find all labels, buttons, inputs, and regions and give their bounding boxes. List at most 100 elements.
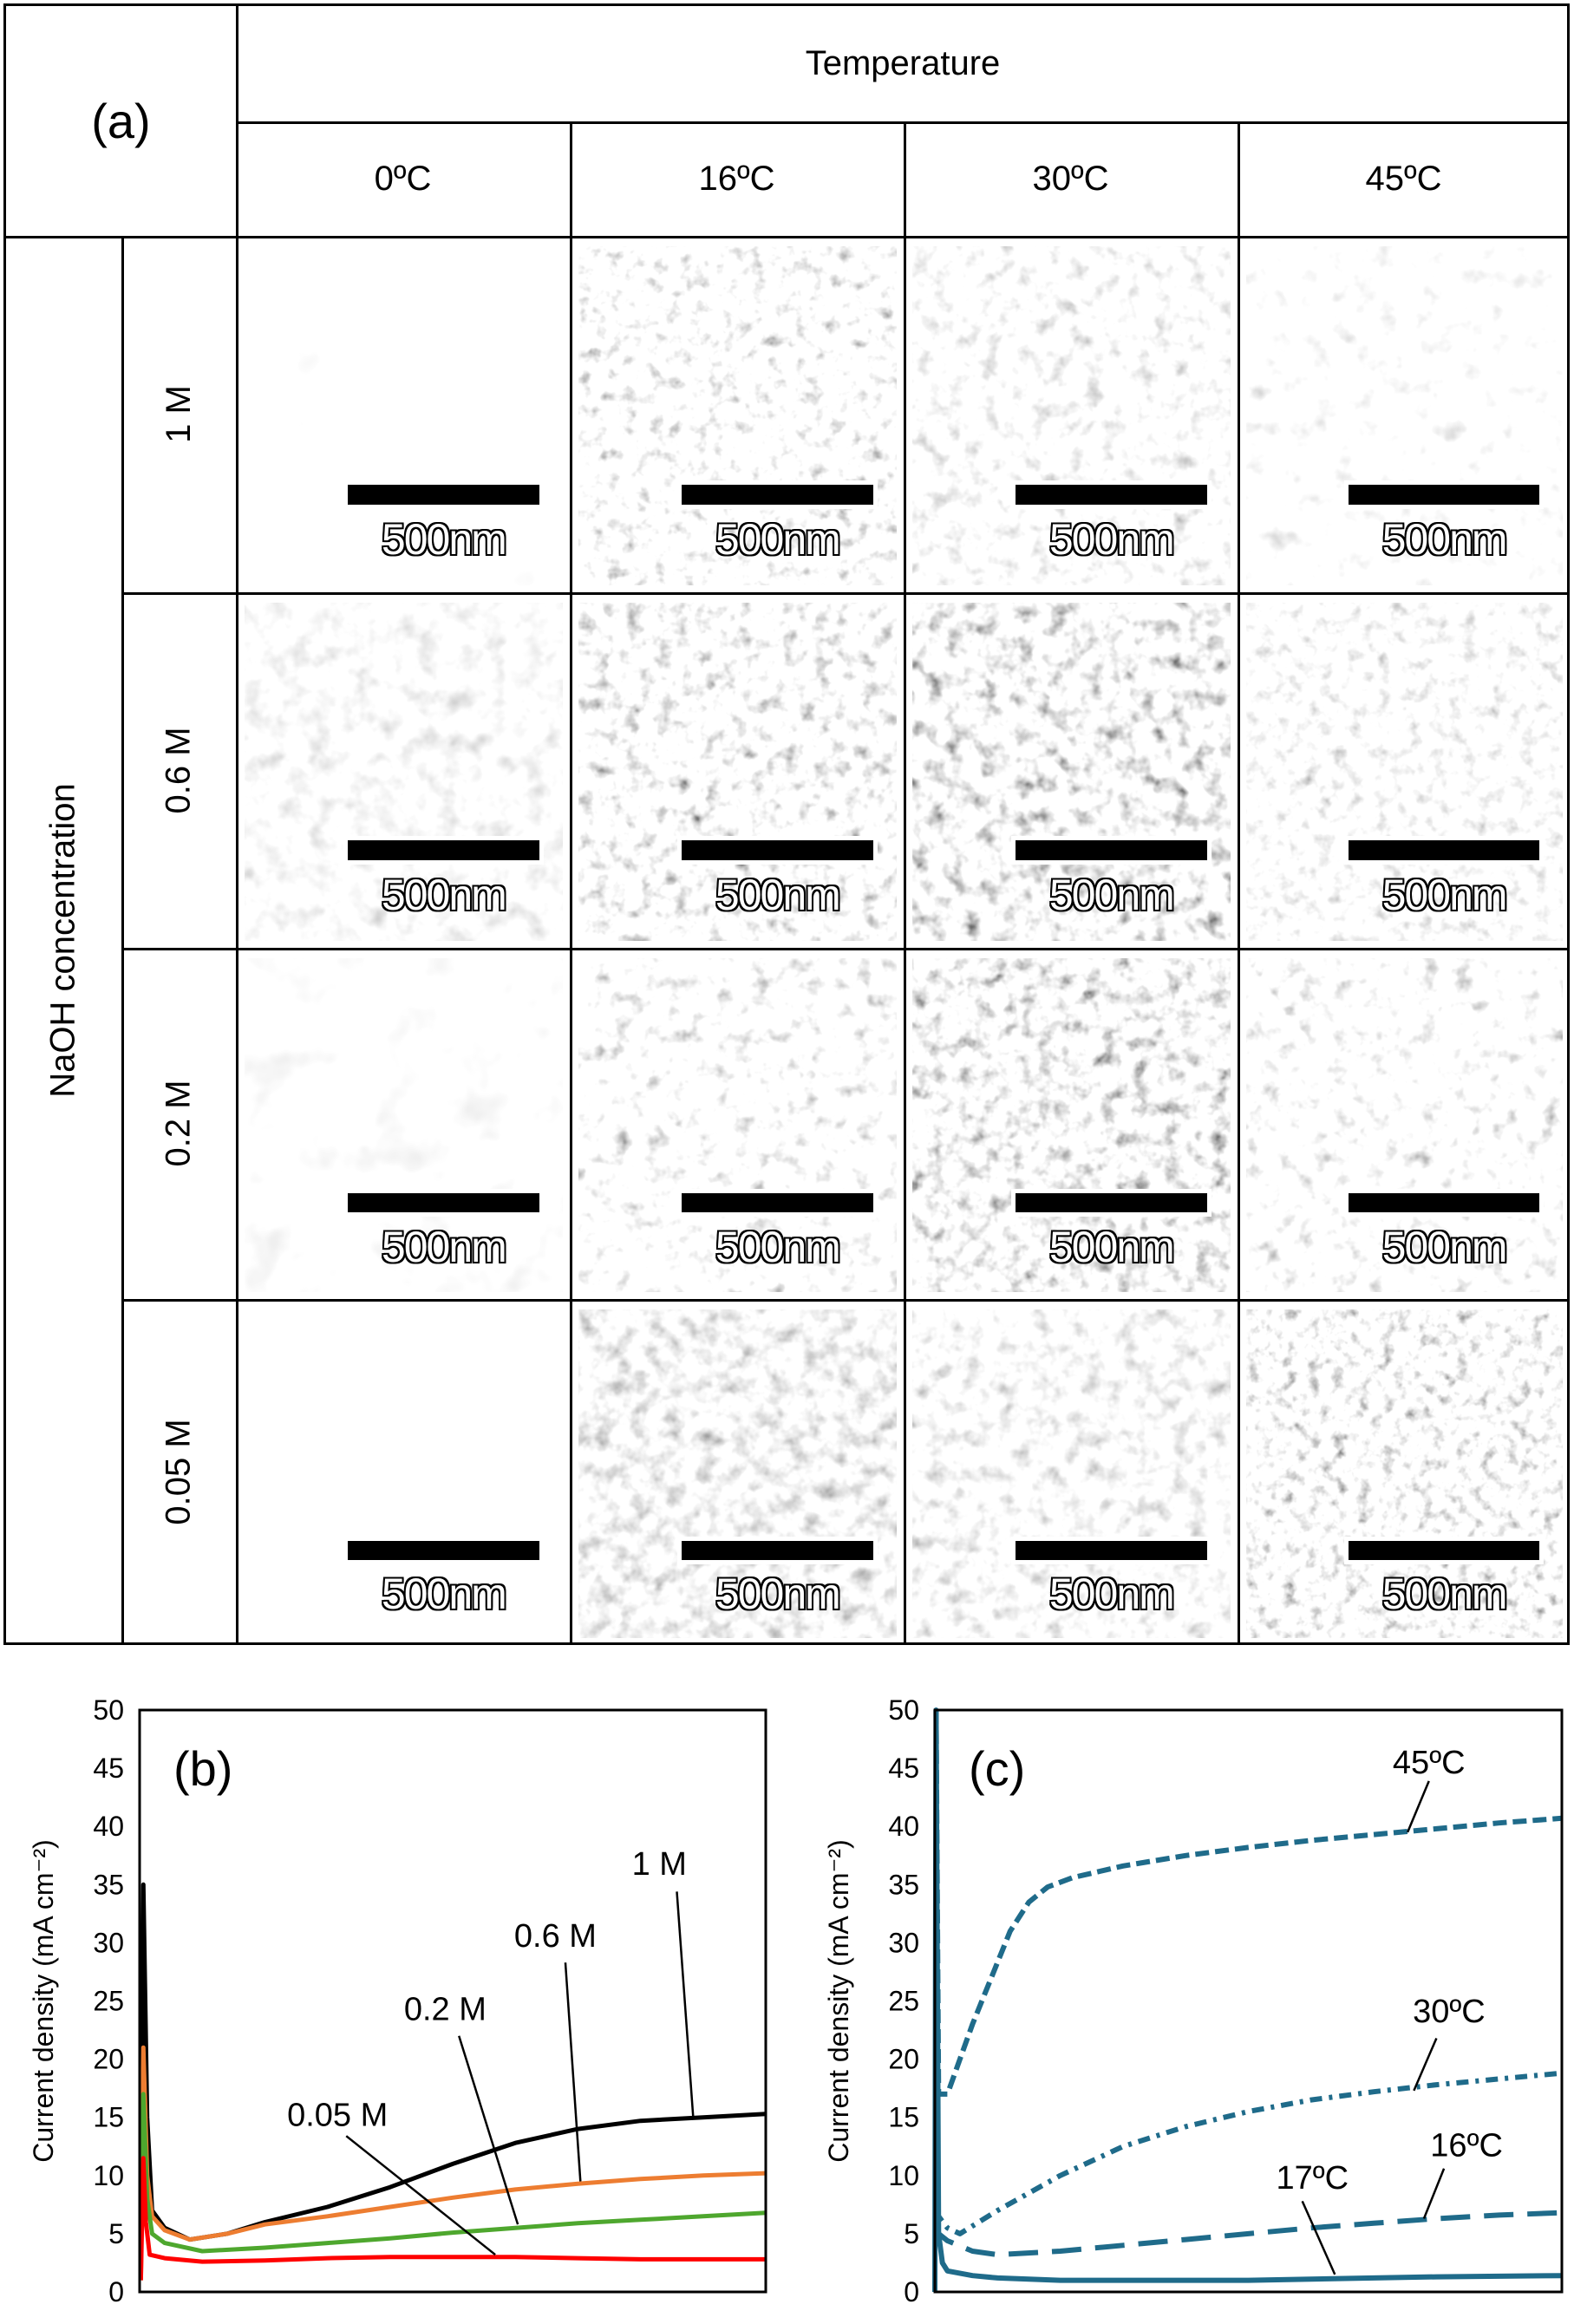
y-tick-label: 45: [888, 1753, 919, 1784]
y-axis-title: Current density (mA cm⁻²): [823, 1839, 854, 2163]
scale-bar-label: 500nm: [715, 1223, 841, 1272]
y-tick-label: 25: [888, 1986, 919, 2017]
y-tick-label: 30: [93, 1927, 124, 1958]
scale-bar: [676, 836, 878, 865]
concentration-row-header: 0.6 M: [159, 726, 198, 814]
y-tick-label: 5: [904, 2218, 919, 2249]
y-tick-label: 40: [93, 1811, 124, 1842]
y-tick-label: 20: [888, 2044, 919, 2075]
x-tick-label: 1: [1053, 2319, 1068, 2324]
x-tick-label: 2: [1178, 2319, 1193, 2324]
table-divider: [121, 592, 1570, 595]
sem-image: 500nm: [245, 1309, 563, 1638]
chart-b: 05101520253035404550012345Anodization ti…: [28, 1694, 774, 2324]
y-tick-label: 50: [888, 1694, 919, 1726]
annotation-leader-line: [1422, 2168, 1446, 2219]
scale-bar: [1344, 480, 1545, 510]
scale-bar: [676, 1536, 878, 1564]
scale-bar-label: 500nm: [1048, 514, 1175, 564]
series-line: [138, 1882, 767, 2269]
x-tick-label: 3: [507, 2319, 523, 2324]
temperature-header: Temperature: [805, 44, 1001, 82]
y-tick-label: 35: [888, 1869, 919, 1900]
sem-image: 500nm: [245, 246, 563, 585]
sem-image: 500nm: [1246, 958, 1563, 1292]
scale-bar-label: 500nm: [381, 871, 507, 920]
table-divider: [1238, 121, 1240, 1645]
concentration-row-header: 0.05 M: [159, 1419, 198, 1525]
table-divider: [121, 948, 1570, 950]
scale-bar: [343, 480, 544, 510]
panel-label: (b): [173, 1741, 232, 1796]
temperature-column-header: 0ºC: [374, 159, 432, 198]
scale-bar: [1344, 836, 1545, 865]
scale-bar-label: 500nm: [1048, 1570, 1175, 1619]
annotation-leader-line: [564, 1962, 582, 2182]
x-tick-label: 4: [1429, 2319, 1445, 2324]
scale-bar-label: 500nm: [1048, 1223, 1175, 1272]
series-line: [933, 2210, 1563, 2258]
y-tick-label: 50: [93, 1694, 124, 1726]
x-tick-label: 2: [382, 2319, 398, 2324]
y-tick-label: 10: [888, 2160, 919, 2191]
scale-bar-label: 500nm: [381, 514, 507, 564]
scale-bar: [1344, 1188, 1545, 1217]
scale-bar: [1010, 1536, 1212, 1564]
naoh-concentration-header: NaOH concentration: [44, 783, 82, 1098]
scale-bar-label: 500nm: [1381, 1223, 1508, 1272]
series-line: [138, 2092, 767, 2281]
series-line: [138, 2045, 767, 2269]
annotation-leader-line: [458, 2035, 519, 2225]
chart-c: 05101520253035404550012345Anodization ti…: [823, 1694, 1570, 2324]
x-tick-label: 5: [758, 2319, 774, 2324]
x-tick-label: 4: [633, 2319, 649, 2324]
sem-image: 500nm: [578, 958, 897, 1292]
y-axis-title: Current density (mA cm⁻²): [28, 1839, 59, 2163]
sem-image: 500nm: [578, 1309, 897, 1638]
y-tick-label: 20: [93, 2044, 124, 2075]
scale-bar-label: 500nm: [1381, 514, 1508, 564]
series-line: [933, 1709, 1563, 2097]
sem-image: 500nm: [912, 246, 1231, 585]
plot-frame: [138, 1708, 767, 2294]
x-tick-label: 0: [927, 2319, 943, 2324]
scale-bar-label: 500nm: [715, 1570, 841, 1619]
x-tick-label: 1: [258, 2319, 273, 2324]
table-divider: [121, 236, 124, 1645]
temperature-column-header: 45ºC: [1365, 159, 1442, 198]
sem-image: 500nm: [1246, 246, 1563, 585]
x-tick-label: 0: [132, 2319, 147, 2324]
temperature-column-header: 16ºC: [698, 159, 775, 198]
scale-bar-label: 500nm: [715, 871, 841, 920]
annotation-leader-line: [1413, 2037, 1438, 2092]
table-divider: [236, 121, 1570, 124]
series-annotation: 17ºC: [1276, 2160, 1349, 2197]
table-divider: [904, 121, 906, 1645]
scale-bar: [1010, 480, 1212, 510]
temperature-column-header: 30ºC: [1032, 159, 1109, 198]
sem-image: 500nm: [912, 603, 1231, 941]
y-tick-label: 30: [888, 1927, 919, 1958]
annotation-leader-line: [676, 1891, 695, 2117]
scale-bar-label: 500nm: [715, 514, 841, 564]
annotation-leader-line: [1406, 1780, 1430, 1833]
sem-image: 500nm: [1246, 603, 1563, 941]
scale-bar: [1010, 836, 1212, 865]
scale-bar-label: 500nm: [381, 1570, 507, 1619]
sem-image-table: (a) Temperature NaOH concentration 0ºC 16…: [3, 3, 1570, 1645]
series-annotation: 0.05 M: [287, 2098, 388, 2134]
scale-bar-label: 500nm: [1381, 1570, 1508, 1619]
sem-image: 500nm: [245, 603, 563, 941]
y-tick-label: 15: [93, 2102, 124, 2133]
sem-image: 500nm: [578, 246, 897, 585]
table-divider: [570, 121, 572, 1645]
annotation-leader-line: [1301, 2200, 1336, 2275]
sem-image: 500nm: [1246, 1309, 1563, 1638]
x-tick-label: 3: [1303, 2319, 1319, 2324]
y-tick-label: 40: [888, 1811, 919, 1842]
scale-bar: [1010, 1188, 1212, 1217]
annotation-leader-line: [345, 2135, 496, 2256]
y-tick-label: 5: [108, 2218, 124, 2249]
current-density-charts: 05101520253035404550012345Anodization ti…: [28, 1694, 1570, 2324]
series-annotation: 16ºC: [1430, 2128, 1503, 2164]
